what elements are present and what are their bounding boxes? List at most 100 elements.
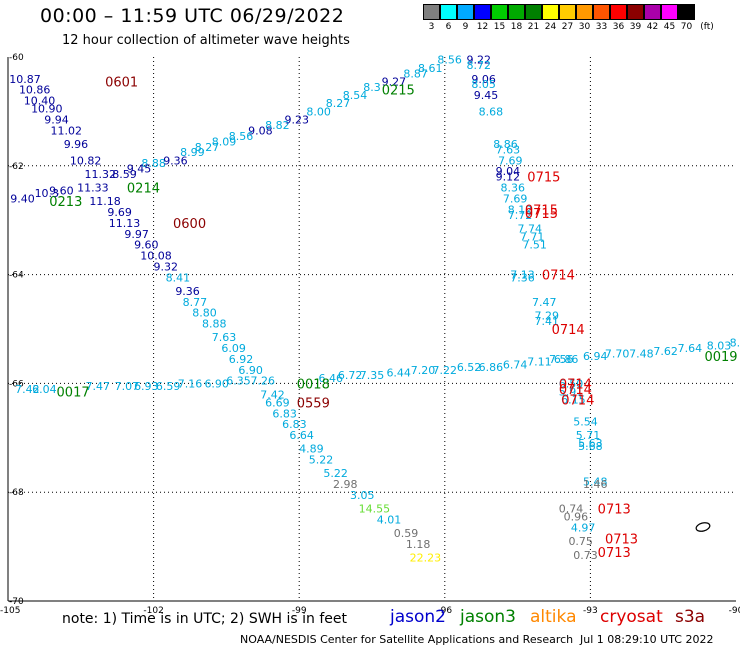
- wave-height-label: 6.46: [318, 372, 343, 385]
- wave-height-label: 2.98: [333, 478, 358, 491]
- wave-height-label: 8.00: [306, 105, 331, 118]
- wave-height-label: 7.42: [260, 388, 285, 401]
- wave-height-label: 6.52: [457, 361, 482, 374]
- timestamp: Jul 1 08:29:10 UTC 2022: [580, 633, 714, 646]
- wave-height-label: 3.05: [350, 489, 375, 502]
- wave-height-label: 7.56: [549, 353, 574, 366]
- pass-time-label: 0600: [173, 217, 206, 232]
- lat-tick-label: -70: [9, 597, 24, 607]
- wave-height-label: 7.07: [115, 380, 140, 393]
- wave-height-label: 9.27: [382, 75, 407, 88]
- wave-height-label: 8.77: [183, 296, 208, 309]
- wave-height-label: 6.90: [238, 364, 263, 377]
- color-swatch: [661, 4, 678, 20]
- lon-tick-label: -99: [292, 606, 307, 616]
- pass-time-label: 0714: [552, 323, 585, 338]
- island-outline: [695, 522, 711, 532]
- pass-time-label: 0715: [527, 171, 560, 186]
- wave-height-label: 8.54: [343, 89, 368, 102]
- pass-time-label: 0213: [49, 195, 82, 210]
- color-swatch: [610, 4, 627, 20]
- wave-height-label: 5.63: [578, 437, 603, 450]
- color-swatch: [423, 4, 440, 20]
- wave-height-label: 4.97: [571, 522, 596, 535]
- wave-height-label: 0.75: [568, 535, 593, 548]
- wave-height-label: 5.22: [309, 454, 334, 467]
- wave-height-label: 0.74: [559, 503, 584, 516]
- pass-time-label: 0714: [542, 269, 575, 284]
- wave-height-label: 7.42: [15, 383, 40, 396]
- color-swatch: [678, 4, 695, 20]
- wave-height-label: 7.63: [496, 143, 521, 156]
- color-scale-unit: (ft): [700, 22, 714, 32]
- pass-time-label: 0601: [105, 75, 138, 90]
- wave-height-label: 5.68: [578, 440, 603, 453]
- color-scale-label: 15: [493, 22, 506, 32]
- wave-height-label: 0.73: [573, 549, 598, 562]
- wave-height-label: 8.61: [418, 62, 443, 75]
- wave-height-label: 6.90: [204, 377, 229, 390]
- lat-tick-label: -68: [9, 488, 24, 498]
- wave-height-label: 11.32: [84, 168, 116, 181]
- pass-time-label: 0713: [598, 546, 631, 561]
- wave-height-label: 4.01: [377, 513, 402, 526]
- wave-height-label: 7.48: [629, 347, 654, 360]
- wave-height-label: 9.08: [248, 124, 273, 137]
- pass-time-label: 0713: [605, 532, 638, 547]
- wave-height-label: 6.09: [221, 342, 246, 355]
- lon-tick-label: -96: [437, 606, 452, 616]
- color-scale-label: 3: [428, 22, 435, 32]
- wave-height-label: 6.04: [32, 383, 57, 396]
- wave-height-label: 11.13: [109, 217, 141, 230]
- color-swatch: [627, 4, 644, 20]
- wave-height-label: 7.69: [498, 154, 523, 167]
- color-swatch: [474, 4, 491, 20]
- wave-height-label: 6.44: [386, 367, 411, 380]
- wave-height-label: 6.15: [561, 394, 586, 407]
- wave-height-label: 7.41: [534, 315, 559, 328]
- pass-time-label: 0215: [382, 84, 415, 99]
- wave-height-label: 8.88: [141, 157, 166, 170]
- wave-height-label: 8.1: [730, 337, 740, 350]
- color-scale-label: 21: [527, 22, 540, 32]
- pass-time-label: 0714: [559, 377, 592, 392]
- wave-height-label: 5.48: [583, 475, 608, 488]
- wave-height-label: 9.06: [471, 73, 496, 86]
- lon-tick-label: -93: [583, 606, 598, 616]
- wave-height-label: 5.91: [559, 386, 584, 399]
- wave-height-label: 9.32: [153, 260, 178, 273]
- legend-jason2: jason2: [390, 607, 446, 627]
- pass-time-label: 0559: [297, 396, 330, 411]
- lat-tick-label: -66: [9, 379, 24, 389]
- wave-height-label: 8.99: [180, 146, 205, 159]
- wave-height-label: 7.36: [510, 271, 535, 284]
- color-scale-label: 6: [445, 22, 452, 32]
- wave-height-label: 7.64: [678, 342, 703, 355]
- wave-height-label: 6.50: [559, 377, 584, 390]
- wave-height-label: 9.23: [285, 114, 310, 127]
- wave-height-label: 10.90: [31, 103, 63, 116]
- wave-height-label: 9.04: [496, 165, 521, 178]
- color-swatch: [644, 4, 661, 20]
- wave-height-label: 7.22: [433, 364, 458, 377]
- wave-height-label: 8.80: [192, 307, 217, 320]
- wave-height-label: 6.69: [265, 396, 290, 409]
- wave-height-label: 11.18: [89, 195, 121, 208]
- legend-altika: altika: [530, 607, 577, 627]
- wave-height-label: 7.74: [517, 222, 542, 235]
- lon-tick-label: -90: [729, 606, 740, 616]
- lat-tick-label: -60: [9, 53, 24, 63]
- wave-height-label: 4.89: [299, 443, 324, 456]
- legend-jason3: jason3: [460, 607, 516, 627]
- wave-height-label: 9.96: [64, 138, 89, 151]
- color-swatch: [457, 4, 474, 20]
- lon-tick-label: -105: [0, 606, 20, 616]
- wave-height-label: 9.69: [107, 206, 132, 219]
- wave-height-label: 8.82: [265, 119, 290, 132]
- wave-height-label: 22.23: [410, 551, 442, 564]
- wave-height-label: 8.41: [166, 271, 191, 284]
- wave-height-label: 0.96: [564, 511, 589, 524]
- wave-height-label: 9.97: [124, 228, 149, 241]
- wave-height-label: 14.55: [359, 503, 391, 516]
- footer-note: note: 1) Time is in UTC; 2) SWH is in fe…: [62, 611, 348, 627]
